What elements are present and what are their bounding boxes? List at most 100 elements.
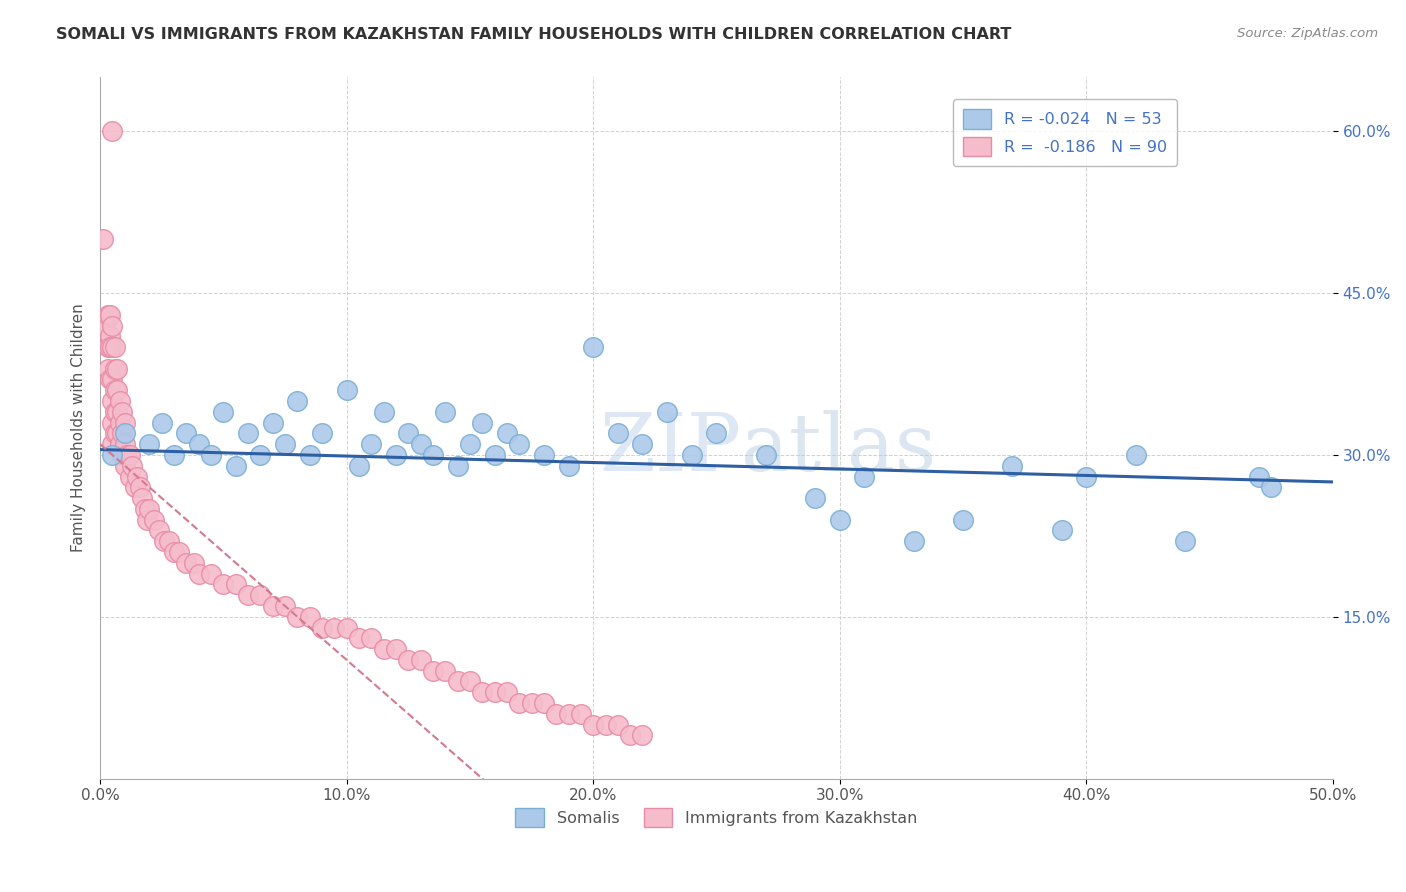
Point bbox=[138, 502, 160, 516]
Text: Source: ZipAtlas.com: Source: ZipAtlas.com bbox=[1237, 27, 1378, 40]
Point bbox=[104, 361, 127, 376]
Point bbox=[557, 706, 579, 721]
Point bbox=[94, 318, 117, 333]
Point bbox=[755, 448, 778, 462]
Point bbox=[167, 545, 190, 559]
Point bbox=[360, 437, 382, 451]
Point bbox=[101, 394, 124, 409]
Point bbox=[853, 469, 876, 483]
Point bbox=[458, 437, 481, 451]
Point bbox=[446, 458, 468, 473]
Point bbox=[471, 685, 494, 699]
Point bbox=[225, 458, 247, 473]
Point bbox=[105, 426, 128, 441]
Point bbox=[114, 426, 136, 441]
Point bbox=[285, 609, 308, 624]
Point bbox=[409, 437, 432, 451]
Point bbox=[114, 437, 136, 451]
Point bbox=[262, 416, 284, 430]
Point bbox=[804, 491, 827, 505]
Point bbox=[422, 664, 444, 678]
Point bbox=[1050, 524, 1073, 538]
Text: SOMALI VS IMMIGRANTS FROM KAZAKHSTAN FAMILY HOUSEHOLDS WITH CHILDREN CORRELATION: SOMALI VS IMMIGRANTS FROM KAZAKHSTAN FAM… bbox=[56, 27, 1011, 42]
Point bbox=[508, 437, 530, 451]
Point bbox=[249, 448, 271, 462]
Point bbox=[274, 599, 297, 613]
Point bbox=[101, 437, 124, 451]
Point bbox=[98, 329, 121, 343]
Point bbox=[1076, 469, 1098, 483]
Point bbox=[569, 706, 592, 721]
Point bbox=[520, 696, 543, 710]
Point bbox=[117, 448, 139, 462]
Point bbox=[136, 513, 159, 527]
Point bbox=[409, 653, 432, 667]
Point bbox=[212, 577, 235, 591]
Point bbox=[101, 318, 124, 333]
Point bbox=[143, 513, 166, 527]
Point bbox=[183, 556, 205, 570]
Point bbox=[336, 384, 359, 398]
Point bbox=[373, 405, 395, 419]
Point bbox=[96, 340, 118, 354]
Point bbox=[508, 696, 530, 710]
Point bbox=[336, 621, 359, 635]
Point bbox=[157, 534, 180, 549]
Point bbox=[121, 458, 143, 473]
Point bbox=[96, 308, 118, 322]
Point bbox=[952, 513, 974, 527]
Point bbox=[262, 599, 284, 613]
Text: ZIP: ZIP bbox=[599, 410, 741, 488]
Point bbox=[153, 534, 176, 549]
Point bbox=[1125, 448, 1147, 462]
Point bbox=[105, 384, 128, 398]
Point bbox=[373, 642, 395, 657]
Point bbox=[434, 664, 457, 678]
Point bbox=[212, 405, 235, 419]
Point bbox=[1001, 458, 1024, 473]
Point bbox=[347, 632, 370, 646]
Point bbox=[236, 588, 259, 602]
Point bbox=[595, 717, 617, 731]
Point bbox=[176, 426, 198, 441]
Point bbox=[225, 577, 247, 591]
Point bbox=[1260, 480, 1282, 494]
Point bbox=[150, 416, 173, 430]
Point bbox=[163, 545, 186, 559]
Point bbox=[434, 405, 457, 419]
Point bbox=[187, 437, 209, 451]
Point bbox=[111, 426, 134, 441]
Point bbox=[606, 426, 628, 441]
Point bbox=[458, 674, 481, 689]
Point bbox=[533, 696, 555, 710]
Point bbox=[360, 632, 382, 646]
Point bbox=[111, 448, 134, 462]
Point bbox=[148, 524, 170, 538]
Point bbox=[285, 394, 308, 409]
Legend: Somalis, Immigrants from Kazakhstan: Somalis, Immigrants from Kazakhstan bbox=[509, 801, 924, 834]
Point bbox=[681, 448, 703, 462]
Point bbox=[396, 653, 419, 667]
Point bbox=[422, 448, 444, 462]
Point bbox=[98, 372, 121, 386]
Point bbox=[484, 685, 506, 699]
Point bbox=[108, 437, 131, 451]
Point bbox=[105, 361, 128, 376]
Point bbox=[118, 469, 141, 483]
Point bbox=[124, 480, 146, 494]
Point bbox=[101, 416, 124, 430]
Point bbox=[631, 437, 654, 451]
Point bbox=[298, 609, 321, 624]
Point bbox=[396, 426, 419, 441]
Point bbox=[101, 124, 124, 138]
Point bbox=[163, 448, 186, 462]
Point bbox=[128, 480, 150, 494]
Point bbox=[104, 426, 127, 441]
Point bbox=[118, 448, 141, 462]
Point bbox=[347, 458, 370, 473]
Point bbox=[828, 513, 851, 527]
Point bbox=[903, 534, 925, 549]
Text: atlas: atlas bbox=[741, 410, 936, 488]
Point bbox=[98, 308, 121, 322]
Point bbox=[706, 426, 728, 441]
